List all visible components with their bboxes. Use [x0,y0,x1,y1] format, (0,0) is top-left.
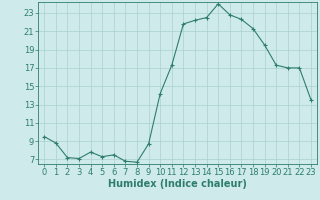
X-axis label: Humidex (Indice chaleur): Humidex (Indice chaleur) [108,179,247,189]
